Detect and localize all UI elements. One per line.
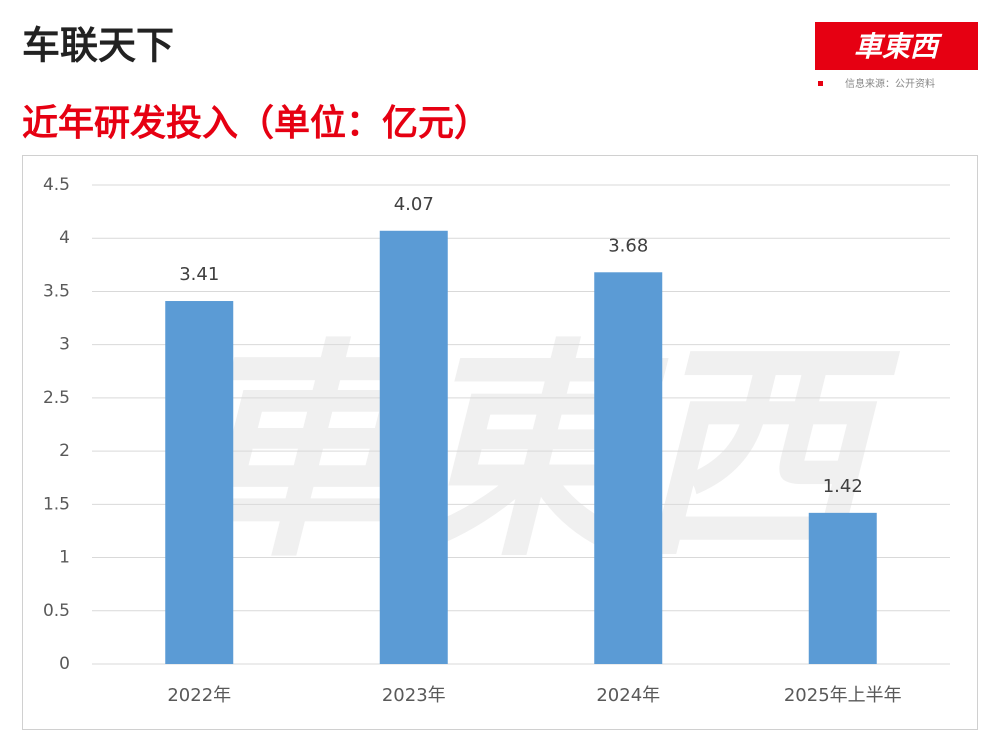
bar bbox=[379, 230, 448, 664]
value-label: 1.42 bbox=[823, 476, 863, 497]
x-tick-label: 2025年上半年 bbox=[784, 685, 902, 706]
bar bbox=[165, 301, 234, 664]
logo-box bbox=[815, 22, 978, 70]
x-tick-label: 2023年 bbox=[382, 685, 446, 706]
y-tick-label: 2 bbox=[59, 441, 70, 461]
chart-frame bbox=[22, 155, 978, 730]
page-title: 车联天下 bbox=[22, 24, 174, 68]
y-tick-label: 4 bbox=[59, 228, 70, 248]
value-label: 4.07 bbox=[394, 194, 434, 215]
bar bbox=[808, 512, 877, 664]
bar bbox=[594, 272, 663, 664]
y-tick-label: 2.5 bbox=[43, 388, 70, 408]
value-label: 3.68 bbox=[608, 235, 648, 256]
y-tick-label: 0.5 bbox=[43, 601, 70, 621]
y-tick-label: 1 bbox=[59, 548, 70, 568]
y-tick-label: 4.5 bbox=[43, 175, 70, 195]
x-tick-label: 2022年 bbox=[167, 685, 231, 706]
x-tick-label: 2024年 bbox=[596, 685, 660, 706]
chart-title: 近年研发投入（单位：亿元） bbox=[22, 103, 490, 144]
logo: 車東西 bbox=[854, 30, 943, 63]
source-bullet bbox=[818, 81, 823, 86]
y-tick-label: 0 bbox=[59, 654, 70, 674]
y-tick-label: 1.5 bbox=[43, 494, 70, 514]
source: 信息来源：公开资料 bbox=[845, 77, 935, 90]
y-tick-label: 3.5 bbox=[43, 281, 70, 301]
y-tick-label: 3 bbox=[59, 335, 70, 355]
value-label: 3.41 bbox=[179, 264, 219, 285]
watermark: 車東西 bbox=[175, 321, 901, 588]
